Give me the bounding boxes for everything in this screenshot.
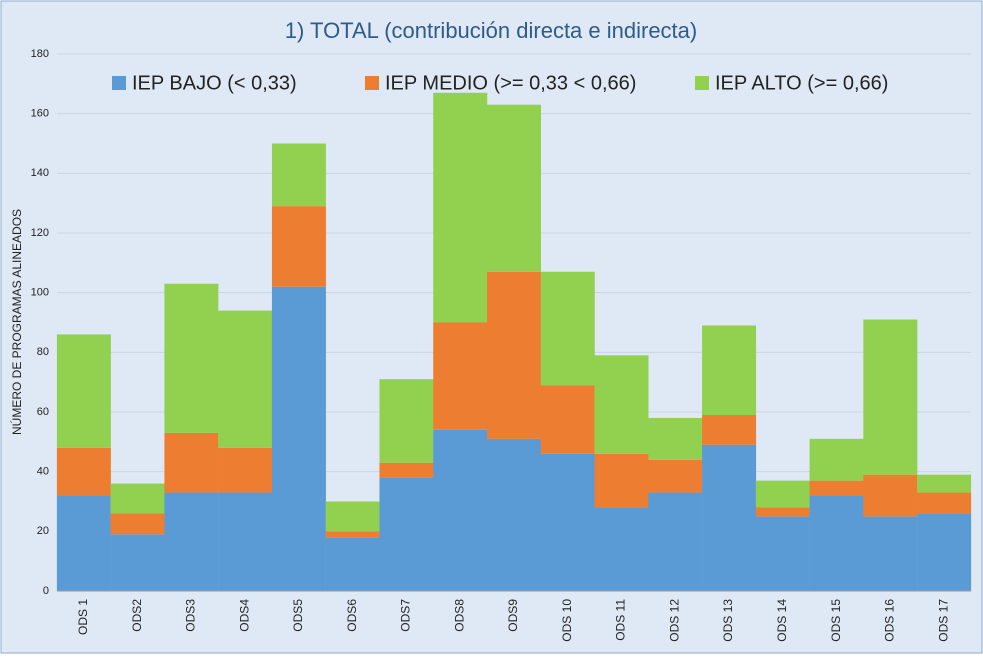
y-tick-label: 100	[31, 287, 49, 299]
bar-segment	[648, 459, 703, 493]
bar-segment	[917, 513, 972, 591]
x-tick-label: ODS 13	[721, 599, 735, 642]
x-tick-label: ODS4	[237, 599, 251, 632]
bar-segment	[325, 531, 380, 538]
bar-segment	[271, 143, 326, 207]
y-tick-label: 20	[37, 525, 49, 537]
bar-segment	[271, 206, 326, 287]
bar-segment	[487, 104, 541, 272]
bar-segment	[325, 501, 380, 532]
bar-segment	[755, 507, 810, 517]
bar-segment	[755, 516, 810, 591]
bar-segment	[56, 334, 111, 448]
bar-segment	[487, 438, 541, 591]
bar-segment	[433, 92, 488, 323]
bar-segment	[702, 325, 757, 415]
bar-segment	[540, 453, 595, 591]
bar-segment	[110, 513, 165, 535]
bar-segment	[218, 447, 273, 493]
bar-segment	[164, 492, 219, 591]
bar-segment	[863, 516, 918, 591]
bar-segment	[56, 495, 111, 591]
legend-swatch	[112, 76, 126, 90]
legend-label: IEP ALTO (>= 0,66)	[715, 72, 888, 94]
bar-segment	[594, 453, 649, 508]
bar-segment	[917, 474, 972, 493]
x-tick-label: ODS6	[345, 599, 359, 632]
x-tick-label: ODS 1	[76, 599, 90, 635]
y-tick-label: 120	[31, 227, 49, 239]
legend-label: IEP BAJO (< 0,33)	[132, 72, 297, 94]
x-tick-label: ODS2	[130, 599, 144, 632]
legend-swatch	[695, 76, 709, 90]
x-tick-label: ODS 14	[775, 599, 789, 642]
bar-segment	[594, 355, 649, 454]
x-tick-label: ODS7	[399, 599, 413, 632]
x-tick-label: ODS 12	[667, 599, 681, 642]
bar-segment	[164, 283, 219, 433]
bar-segment	[809, 480, 864, 496]
bar-segment	[702, 414, 757, 445]
x-tick-label: ODS5	[291, 599, 305, 632]
bar-segment	[110, 483, 165, 514]
bar-segment	[110, 534, 165, 591]
x-tick-label: ODS 17	[936, 599, 950, 642]
bar-segment	[755, 480, 810, 508]
bar-segment	[271, 286, 326, 591]
bar-segment	[917, 492, 972, 514]
bar-segment	[325, 537, 380, 591]
x-tick-label: ODS8	[452, 599, 466, 632]
bar-segment	[433, 322, 488, 430]
bar-segment	[379, 462, 434, 478]
x-tick-label: ODS9	[506, 599, 520, 632]
bar-segment	[809, 495, 864, 591]
bar-segment	[594, 507, 649, 591]
y-tick-label: 140	[31, 167, 49, 179]
bar-segment	[648, 492, 703, 591]
x-tick-label: ODS 15	[829, 599, 843, 642]
x-tick-label: ODS 11	[614, 599, 628, 641]
y-tick-label: 160	[31, 108, 49, 120]
y-axis-label: NÚMERO DE PROGRAMAS ALINEADOS	[9, 209, 24, 435]
bar-segment	[540, 271, 595, 386]
bar-segment	[863, 319, 918, 475]
y-tick-label: 80	[37, 346, 49, 358]
bar-segment	[164, 432, 219, 493]
x-tick-label: ODS 10	[560, 599, 574, 642]
bar-segment	[433, 429, 488, 591]
chart-title: 1) TOTAL (contribución directa e indirec…	[285, 18, 697, 43]
bar-segment	[487, 271, 541, 439]
bar-segment	[218, 310, 273, 448]
y-tick-label: 180	[31, 48, 49, 60]
bar-segment	[218, 492, 273, 591]
bar-segment	[809, 438, 864, 481]
x-tick-label: ODS3	[184, 599, 198, 632]
x-tick-label: ODS 16	[883, 599, 897, 642]
bar-segment	[702, 444, 757, 591]
bar-segment	[540, 385, 595, 454]
y-tick-label: 0	[43, 585, 49, 597]
bar-segment	[863, 474, 918, 517]
bar-segment	[56, 447, 111, 496]
y-tick-label: 60	[37, 406, 49, 418]
legend-swatch	[365, 76, 379, 90]
legend-label: IEP MEDIO (>= 0,33 < 0,66)	[385, 72, 636, 94]
bar-segment	[648, 417, 703, 460]
bar-segment	[379, 379, 434, 463]
bar-segment	[379, 477, 434, 591]
y-tick-label: 40	[37, 466, 49, 478]
